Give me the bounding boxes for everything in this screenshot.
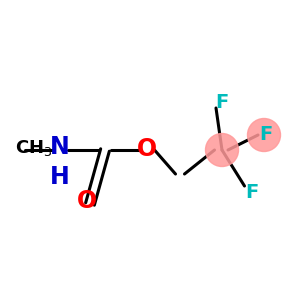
Text: CH$_3$: CH$_3$ xyxy=(15,139,52,158)
Circle shape xyxy=(248,118,280,152)
Text: F: F xyxy=(215,92,229,112)
Text: F: F xyxy=(245,182,259,202)
Circle shape xyxy=(206,134,239,166)
Text: N: N xyxy=(50,135,70,159)
Text: O: O xyxy=(137,136,157,160)
Text: O: O xyxy=(77,189,97,213)
Text: H: H xyxy=(50,165,70,189)
Text: F: F xyxy=(259,125,272,145)
